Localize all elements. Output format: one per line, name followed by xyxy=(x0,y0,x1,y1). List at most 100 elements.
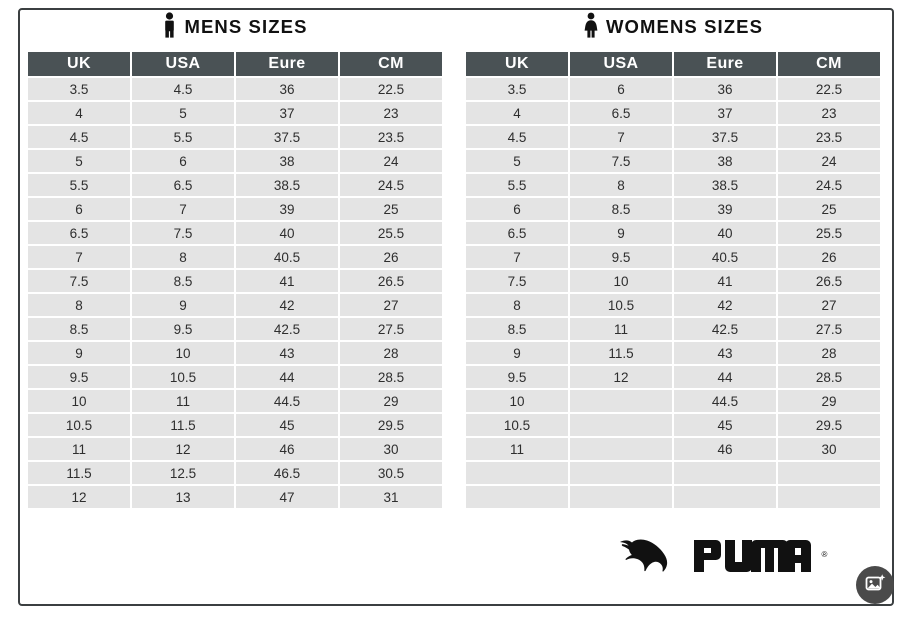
cell-usa: 6 xyxy=(570,78,672,100)
cell-eure: 43 xyxy=(674,342,776,364)
cell-usa: 10 xyxy=(570,270,672,292)
cell-usa xyxy=(570,462,672,484)
cell-usa: 10 xyxy=(132,342,234,364)
table-header-row: UK USA Eure CM xyxy=(28,52,442,76)
cell-cm xyxy=(778,486,880,508)
cell-eure: 42.5 xyxy=(236,318,338,340)
cell-cm: 28.5 xyxy=(778,366,880,388)
cell-uk: 5 xyxy=(466,150,568,172)
cell-cm: 25.5 xyxy=(778,222,880,244)
cell-uk: 5 xyxy=(28,150,130,172)
cell-usa: 4.5 xyxy=(132,78,234,100)
cell-uk: 3.5 xyxy=(466,78,568,100)
cell-eure: 42.5 xyxy=(674,318,776,340)
cell-eure: 39 xyxy=(236,198,338,220)
cell-eure: 43 xyxy=(236,342,338,364)
cell-usa: 7.5 xyxy=(570,150,672,172)
cell-eure: 46 xyxy=(674,438,776,460)
cell-eure: 37.5 xyxy=(236,126,338,148)
table-row: 11 12 46 30 xyxy=(28,438,442,460)
cell-cm: 24 xyxy=(778,150,880,172)
table-row: 10.5 45 29.5 xyxy=(466,414,880,436)
cell-cm: 22.5 xyxy=(340,78,442,100)
cell-cm xyxy=(778,462,880,484)
cell-usa: 13 xyxy=(132,486,234,508)
cell-cm: 23 xyxy=(340,102,442,124)
cell-eure: 37 xyxy=(674,102,776,124)
cell-usa: 12 xyxy=(570,366,672,388)
cell-cm: 27 xyxy=(778,294,880,316)
cell-uk: 10 xyxy=(466,390,568,412)
table-row: 3.5 6 36 22.5 xyxy=(466,78,880,100)
table-row: 7.5 10 41 26.5 xyxy=(466,270,880,292)
column-header-uk: UK xyxy=(28,52,130,76)
cell-uk: 7.5 xyxy=(28,270,130,292)
cell-cm: 26.5 xyxy=(778,270,880,292)
womens-size-table: UK USA Eure CM 3.5 6 36 22.5 4 6.5 37 23 4.5 7 37.… xyxy=(464,50,882,510)
cell-cm: 24 xyxy=(340,150,442,172)
cell-eure: 36 xyxy=(236,78,338,100)
column-header-cm: CM xyxy=(778,52,880,76)
cell-eure: 44 xyxy=(236,366,338,388)
table-row: 11.5 12.5 46.5 30.5 xyxy=(28,462,442,484)
table-row: 4.5 7 37.5 23.5 xyxy=(466,126,880,148)
table-row: 8.5 9.5 42.5 27.5 xyxy=(28,318,442,340)
table-row: 11 46 30 xyxy=(466,438,880,460)
column-header-usa: USA xyxy=(570,52,672,76)
cell-usa xyxy=(570,414,672,436)
cell-uk: 12 xyxy=(28,486,130,508)
cell-usa: 7 xyxy=(132,198,234,220)
cell-uk: 10.5 xyxy=(466,414,568,436)
cell-usa: 7 xyxy=(570,126,672,148)
puma-wordmark xyxy=(693,538,816,574)
registered-trademark-icon: ® xyxy=(821,549,828,559)
cell-uk: 8.5 xyxy=(28,318,130,340)
mens-title: MENS SIZES xyxy=(26,6,444,50)
cell-usa: 9 xyxy=(132,294,234,316)
cell-eure: 45 xyxy=(236,414,338,436)
cell-uk: 4.5 xyxy=(466,126,568,148)
cell-uk xyxy=(466,486,568,508)
table-row: 6.5 7.5 40 25.5 xyxy=(28,222,442,244)
cell-uk: 9 xyxy=(28,342,130,364)
cell-usa: 6.5 xyxy=(132,174,234,196)
cell-cm: 23 xyxy=(778,102,880,124)
cell-eure: 46 xyxy=(236,438,338,460)
cell-usa: 12 xyxy=(132,438,234,460)
cell-cm: 24.5 xyxy=(778,174,880,196)
cell-usa: 5.5 xyxy=(132,126,234,148)
cell-eure: 42 xyxy=(236,294,338,316)
image-enhance-button[interactable] xyxy=(856,566,894,604)
cell-uk: 9 xyxy=(466,342,568,364)
womens-title: WOMENS SIZES xyxy=(464,6,882,50)
cell-cm: 26.5 xyxy=(340,270,442,292)
column-header-eure: Eure xyxy=(236,52,338,76)
cell-cm: 31 xyxy=(340,486,442,508)
cell-usa xyxy=(570,486,672,508)
table-row: 10 11 44.5 29 xyxy=(28,390,442,412)
cell-eure: 46.5 xyxy=(236,462,338,484)
cell-uk: 7.5 xyxy=(466,270,568,292)
table-row: 4 6.5 37 23 xyxy=(466,102,880,124)
cell-cm: 23.5 xyxy=(778,126,880,148)
table-header-row: UK USA Eure CM xyxy=(466,52,880,76)
cell-eure: 40 xyxy=(674,222,776,244)
cell-uk: 11.5 xyxy=(28,462,130,484)
cell-usa: 11 xyxy=(132,390,234,412)
cell-eure: 38.5 xyxy=(236,174,338,196)
table-row: 9 10 43 28 xyxy=(28,342,442,364)
cell-eure: 38.5 xyxy=(674,174,776,196)
cell-eure: 41 xyxy=(236,270,338,292)
cell-usa xyxy=(570,438,672,460)
table-row: 5 6 38 24 xyxy=(28,150,442,172)
womens-size-table-block: WOMENS SIZES UK USA Eure CM 3.5 6 36 22.5 4 6… xyxy=(464,6,882,510)
table-row: 10 44.5 29 xyxy=(466,390,880,412)
cell-cm: 27.5 xyxy=(340,318,442,340)
cell-cm: 25.5 xyxy=(340,222,442,244)
table-row: 8.5 11 42.5 27.5 xyxy=(466,318,880,340)
cell-uk: 6 xyxy=(28,198,130,220)
cell-cm: 27.5 xyxy=(778,318,880,340)
cell-eure: 36 xyxy=(674,78,776,100)
cell-cm: 27 xyxy=(340,294,442,316)
cell-uk xyxy=(466,462,568,484)
